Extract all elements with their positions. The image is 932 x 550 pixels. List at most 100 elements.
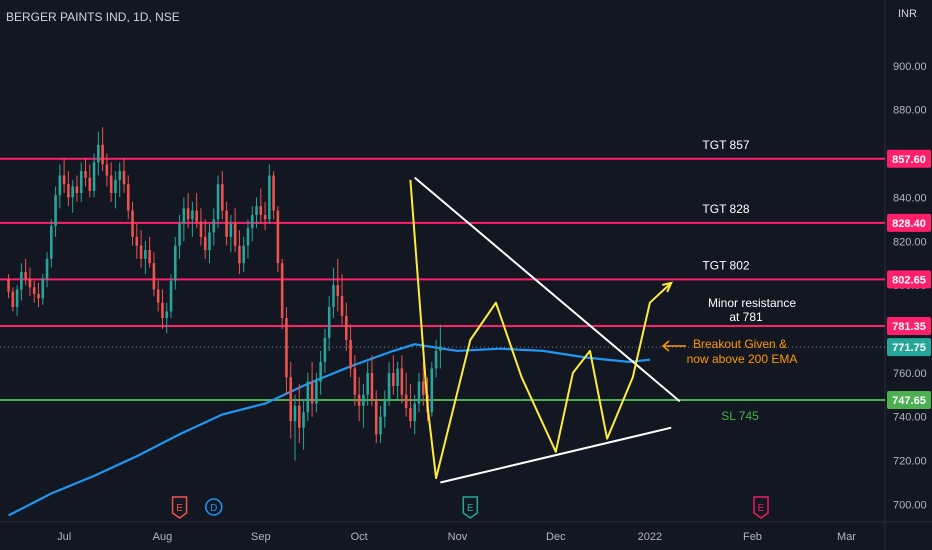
candle-body [280,263,284,319]
candle-body [315,381,318,404]
candle-body [302,412,305,428]
candle-body [387,372,391,400]
candle-body [139,245,143,259]
candle-body [255,206,258,215]
price-level-badge-text: 857.60 [892,154,926,166]
candle-body [276,210,280,264]
event-marker-label: D [210,503,217,514]
candle-body [75,186,79,194]
candle-body [105,164,109,176]
ema-200-line [8,343,651,517]
y-tick-label: 760.00 [893,368,927,380]
candle-body [417,381,421,404]
candle-body [118,171,121,180]
x-tick-label: Sep [251,531,271,543]
earnings-marker-icon[interactable] [462,496,479,519]
price-level-badge [887,390,931,409]
candle-body [421,381,425,395]
currency-badge: INR [898,8,917,20]
level-label: TGT 802 [702,258,749,272]
candle-body [203,236,207,251]
minor-resistance-label: Minor resistance [708,296,796,310]
earnings-marker-icon[interactable] [753,496,769,519]
candle-body [84,171,87,178]
price-level-badge-text: 781.35 [892,321,926,333]
candle-body [392,372,395,387]
candle-body [434,350,438,369]
last-price-badge [887,338,931,357]
candle-body [285,318,288,378]
candle-body [323,337,327,362]
candle-body [32,287,36,294]
x-tick-label: Aug [153,531,173,543]
candle-body [165,311,169,319]
candle-body [182,208,186,224]
candle-body [15,289,19,308]
candle-body [178,223,181,246]
price-level-badge-text: 802.65 [892,274,926,286]
candle-body [97,144,100,163]
price-level-badge-text: 828.40 [892,218,926,230]
candle-body [28,278,32,288]
candle-body [37,293,40,299]
price-level-badge [887,149,931,168]
candle-body [11,291,15,308]
candle-body [336,285,340,297]
candle-body [396,368,399,387]
candle-body [413,403,416,422]
candle-body [409,407,412,422]
dividend-marker-icon[interactable] [205,498,223,516]
candle-body [379,416,382,435]
y-tick-label: 880.00 [893,105,927,117]
candle-body [71,186,74,198]
candle-body [400,368,404,395]
x-tick-label: Oct [351,531,368,543]
candle-body [293,405,297,422]
breakout-label: now above 200 EMA [687,352,798,366]
candle-body [242,245,245,264]
x-tick-label: Dec [546,531,566,543]
candle-body [45,258,49,279]
earnings-marker-icon[interactable] [171,496,188,519]
candle-body [404,394,408,408]
candle-body [92,162,96,191]
candle-body [289,377,293,422]
candle-body [370,372,374,400]
candle-body [135,236,139,246]
y-tick-label: 900.00 [893,61,927,73]
candle-body [229,223,233,237]
event-marker-label: E [176,503,183,514]
candle-body [374,399,378,435]
candle-body [114,179,117,194]
candle-body [174,245,177,281]
level-label: TGT 857 [702,138,749,152]
candle-body [216,184,220,220]
candle-body [101,144,104,165]
candle-body [263,214,267,220]
candle-body [62,175,66,185]
price-level-badge [887,270,931,289]
candle-body [148,250,151,264]
pattern-path [409,179,672,480]
price-level-badge [887,213,931,232]
last-price-badge-text: 771.75 [892,342,926,354]
candle-body [88,177,92,191]
candle-body [238,245,241,264]
triangle-upper-trendline [414,176,681,403]
candle-body [366,372,369,395]
candle-body [186,208,190,220]
price-level-badge [887,317,931,336]
x-tick-label: 2022 [638,531,662,543]
candle-body [297,405,301,428]
candle-body [362,394,365,406]
candle-body [259,206,263,215]
triangle-lower-trendline [440,426,672,484]
price-level-badge-text: 747.65 [892,395,926,407]
candle-body [122,171,126,185]
candle-body [268,175,271,220]
candle-body [156,289,160,303]
candle-body [191,210,194,220]
candle-body [383,399,387,417]
x-tick-label: Nov [448,531,468,543]
